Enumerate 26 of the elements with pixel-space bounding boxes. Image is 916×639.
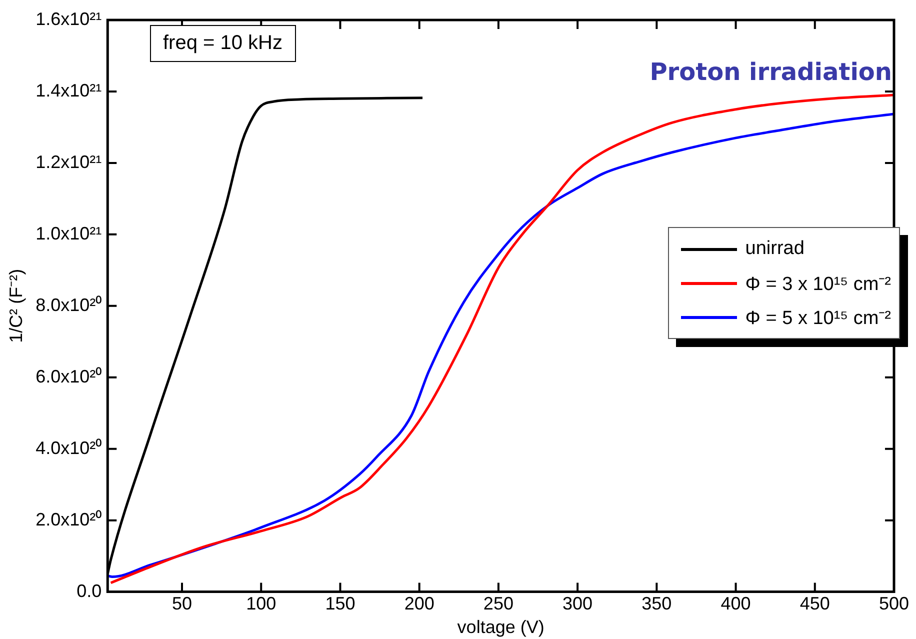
x-tick-label: 300 bbox=[562, 594, 593, 614]
y-tick-label: 1.6x10²¹ bbox=[36, 8, 102, 29]
y-tick-label: 6.0x10²⁰ bbox=[36, 366, 102, 386]
y-tick-label: 4.0x10²⁰ bbox=[36, 438, 102, 458]
y-tick-label: 2.0x10²⁰ bbox=[36, 509, 102, 530]
y-tick-label: 1.4x10²¹ bbox=[36, 80, 102, 100]
annotation: Proton irradiation bbox=[650, 58, 892, 86]
x-tick-label: 350 bbox=[642, 594, 672, 614]
x-tick-label: 150 bbox=[325, 594, 356, 614]
y-tick-label: 1.0x10²¹ bbox=[36, 223, 102, 244]
y-tick-label: 1.2x10²¹ bbox=[36, 152, 102, 172]
y-tick-label: 8.0x10²⁰ bbox=[36, 294, 102, 315]
x-tick-label: 450 bbox=[800, 594, 830, 614]
x-tick-label: 50 bbox=[172, 594, 192, 614]
x-tick-label: 200 bbox=[404, 594, 434, 614]
x-tick-label: 250 bbox=[483, 594, 514, 614]
legend-label: Φ = 5 x 10¹⁵ cm⁻² bbox=[745, 307, 891, 330]
x-tick-label: 500 bbox=[878, 594, 910, 614]
legend-label: Φ = 3 x 10¹⁵ cm⁻² bbox=[745, 273, 891, 296]
x-axis-title: voltage (V) bbox=[457, 617, 544, 638]
x-tick-label: 400 bbox=[720, 594, 751, 614]
y-tick-label: 0.0 bbox=[76, 580, 102, 601]
x-tick-label: 100 bbox=[246, 594, 276, 614]
annotation: freq = 10 kHz bbox=[150, 25, 296, 62]
y-axis-title: 1/C² (F⁻²) bbox=[6, 268, 26, 343]
legend-label: unirrad bbox=[745, 238, 804, 260]
